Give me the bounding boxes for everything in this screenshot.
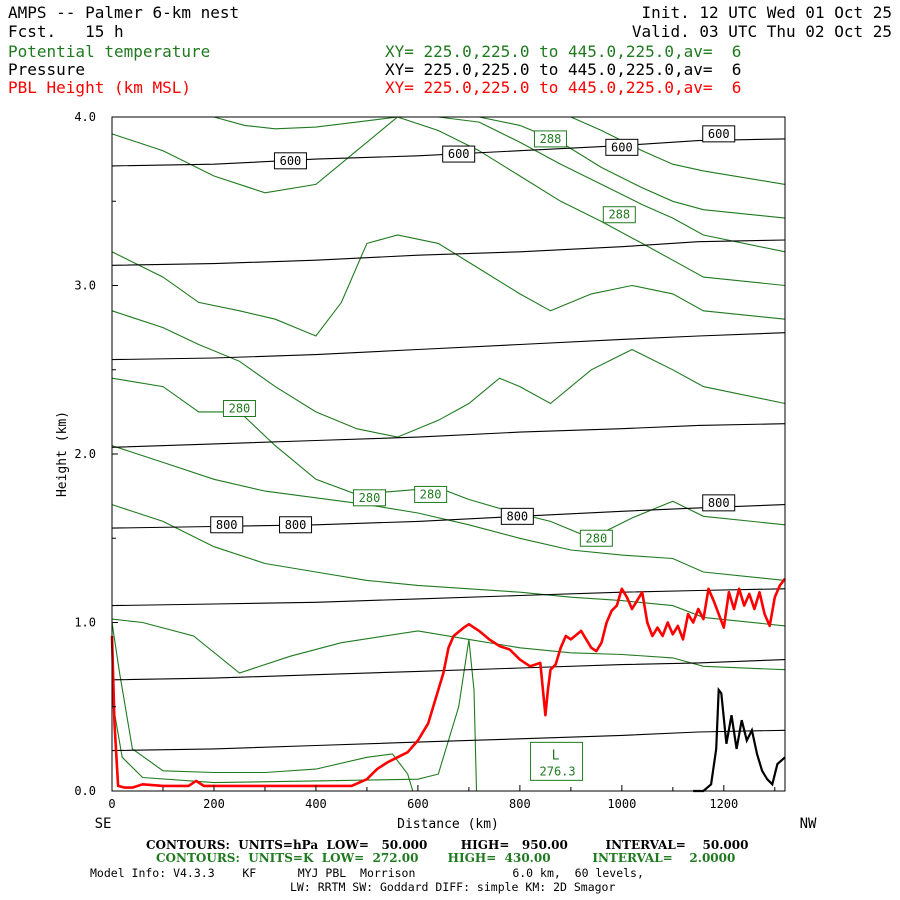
terrain-layer <box>693 686 786 793</box>
init-time: Init. 12 UTC Wed 01 Oct 25 <box>641 3 892 22</box>
x-tick-label: 600 <box>407 797 429 811</box>
y-tick-label: 3.0 <box>74 279 96 293</box>
contour-label-box <box>442 145 476 163</box>
pbl-layer <box>110 577 787 789</box>
contour-label-box <box>273 152 307 170</box>
contour-label-box <box>702 494 736 512</box>
theta-contour <box>570 116 786 185</box>
contour-labels: 600 600 600 600 288 288 280 280 280 280 800 800 800 8… <box>210 125 736 781</box>
field-label-pressure: Pressure <box>8 60 86 79</box>
x-axis-label: Distance (km) <box>397 817 499 832</box>
x-tick-label: 1200 <box>709 797 738 811</box>
model-info: Model Info: V4.3.3 KF MYJ PBL Morrison 6… <box>90 866 644 880</box>
xsec-theta: XY= 225.0,225.0 to 445.0,225.0,av= 6 <box>385 42 742 61</box>
isobar-750 <box>111 423 786 448</box>
isobar-700 <box>111 332 786 361</box>
contour-label: 600 <box>448 147 470 161</box>
theta-contour <box>111 504 786 627</box>
xsec-pressure: XY= 225.0,225.0 to 445.0,225.0,av= 6 <box>385 60 742 79</box>
x-tick-label: 800 <box>509 797 531 811</box>
forecast-hour: Fcst. 15 h <box>8 22 124 41</box>
contour-label: 800 <box>506 509 528 523</box>
contour-label: 600 <box>280 154 302 168</box>
contour-label: 800 <box>708 496 730 510</box>
x-tick-label: 200 <box>203 797 225 811</box>
right-end-label: NW <box>800 816 817 832</box>
theta-contour <box>111 377 786 539</box>
contour-label: 288 <box>608 208 630 222</box>
pbl-height-line <box>110 577 787 789</box>
valid-time: Valid. 03 UTC Thu 02 Oct 25 <box>631 22 892 41</box>
y-tick-label: 0.0 <box>74 784 96 798</box>
theta-contour <box>111 116 786 287</box>
theta-contour <box>111 618 786 674</box>
contour-label: 280 <box>586 531 608 545</box>
contour-label-box <box>702 125 736 143</box>
contour-label-box <box>602 206 636 224</box>
x-tick-label: 400 <box>305 797 327 811</box>
y-tick-label: 2.0 <box>74 447 96 461</box>
contour-label-box <box>414 485 448 503</box>
xsec-pbl: XY= 225.0,225.0 to 445.0,225.0,av= 6 <box>385 78 742 97</box>
contour-label: 600 <box>611 140 633 154</box>
contour-label-box <box>605 138 639 156</box>
theta-contour <box>111 445 786 581</box>
contour-label: 800 <box>285 518 307 532</box>
contour-label-box <box>279 516 313 534</box>
contour-label: 280 <box>229 402 251 416</box>
field-label-pbl: PBL Height (km MSL) <box>8 78 192 97</box>
low-marker-letter: L <box>552 748 560 763</box>
theta-contour <box>111 234 786 337</box>
theta-contour <box>111 310 786 438</box>
left-end-label: SE <box>95 816 112 832</box>
contour-label-box <box>222 400 256 418</box>
contour-label: 288 <box>540 132 562 146</box>
theta-contour <box>478 116 786 219</box>
isobar-850 <box>111 588 786 607</box>
axes: 0 200 400 600 800 1000 1200 0.0 1.0 2.0 3.0 4.0 <box>74 110 776 811</box>
isobar-900 <box>111 659 786 681</box>
terrain-line <box>693 686 786 793</box>
x-tick-label: 0 <box>108 797 115 811</box>
isobar-650 <box>111 239 786 266</box>
contour-label-box <box>579 529 613 547</box>
contour-label-box <box>533 130 567 148</box>
contour-label: 280 <box>420 487 442 501</box>
y-axis-label: Height (km) <box>55 411 70 497</box>
theta-contour <box>111 639 478 792</box>
theta-isentropes <box>111 116 786 792</box>
contour-label: 600 <box>708 127 730 141</box>
low-marker-box <box>530 741 584 781</box>
chart-title: AMPS -- Palmer 6-km nest <box>8 3 240 22</box>
contour-label: 280 <box>359 491 381 505</box>
contour-label-box <box>210 516 244 534</box>
y-tick-label: 4.0 <box>74 110 96 124</box>
plot-frame <box>111 116 786 792</box>
field-label-theta: Potential temperature <box>8 42 211 61</box>
theta-contour <box>213 116 786 253</box>
theta-contour <box>111 622 414 792</box>
y-tick-label: 1.0 <box>74 616 96 630</box>
isobar-950 <box>111 729 786 752</box>
contour-label-box <box>500 507 534 525</box>
physics-info: LW: RRTM SW: Goddard DIFF: simple KM: 2D… <box>290 880 616 894</box>
contour-label: 800 <box>216 518 238 532</box>
contour-label-box <box>352 489 386 507</box>
pressure-contour-info: CONTOURS: UNITS=hPa LOW= 50.000 HIGH= 95… <box>146 838 749 852</box>
theta-contour-info: CONTOURS: UNITS=K LOW= 272.00 HIGH= 430.… <box>156 851 736 865</box>
low-marker-value: 276.3 <box>540 764 576 778</box>
x-tick-label: 1000 <box>607 797 636 811</box>
pressure-isobars <box>111 138 786 752</box>
